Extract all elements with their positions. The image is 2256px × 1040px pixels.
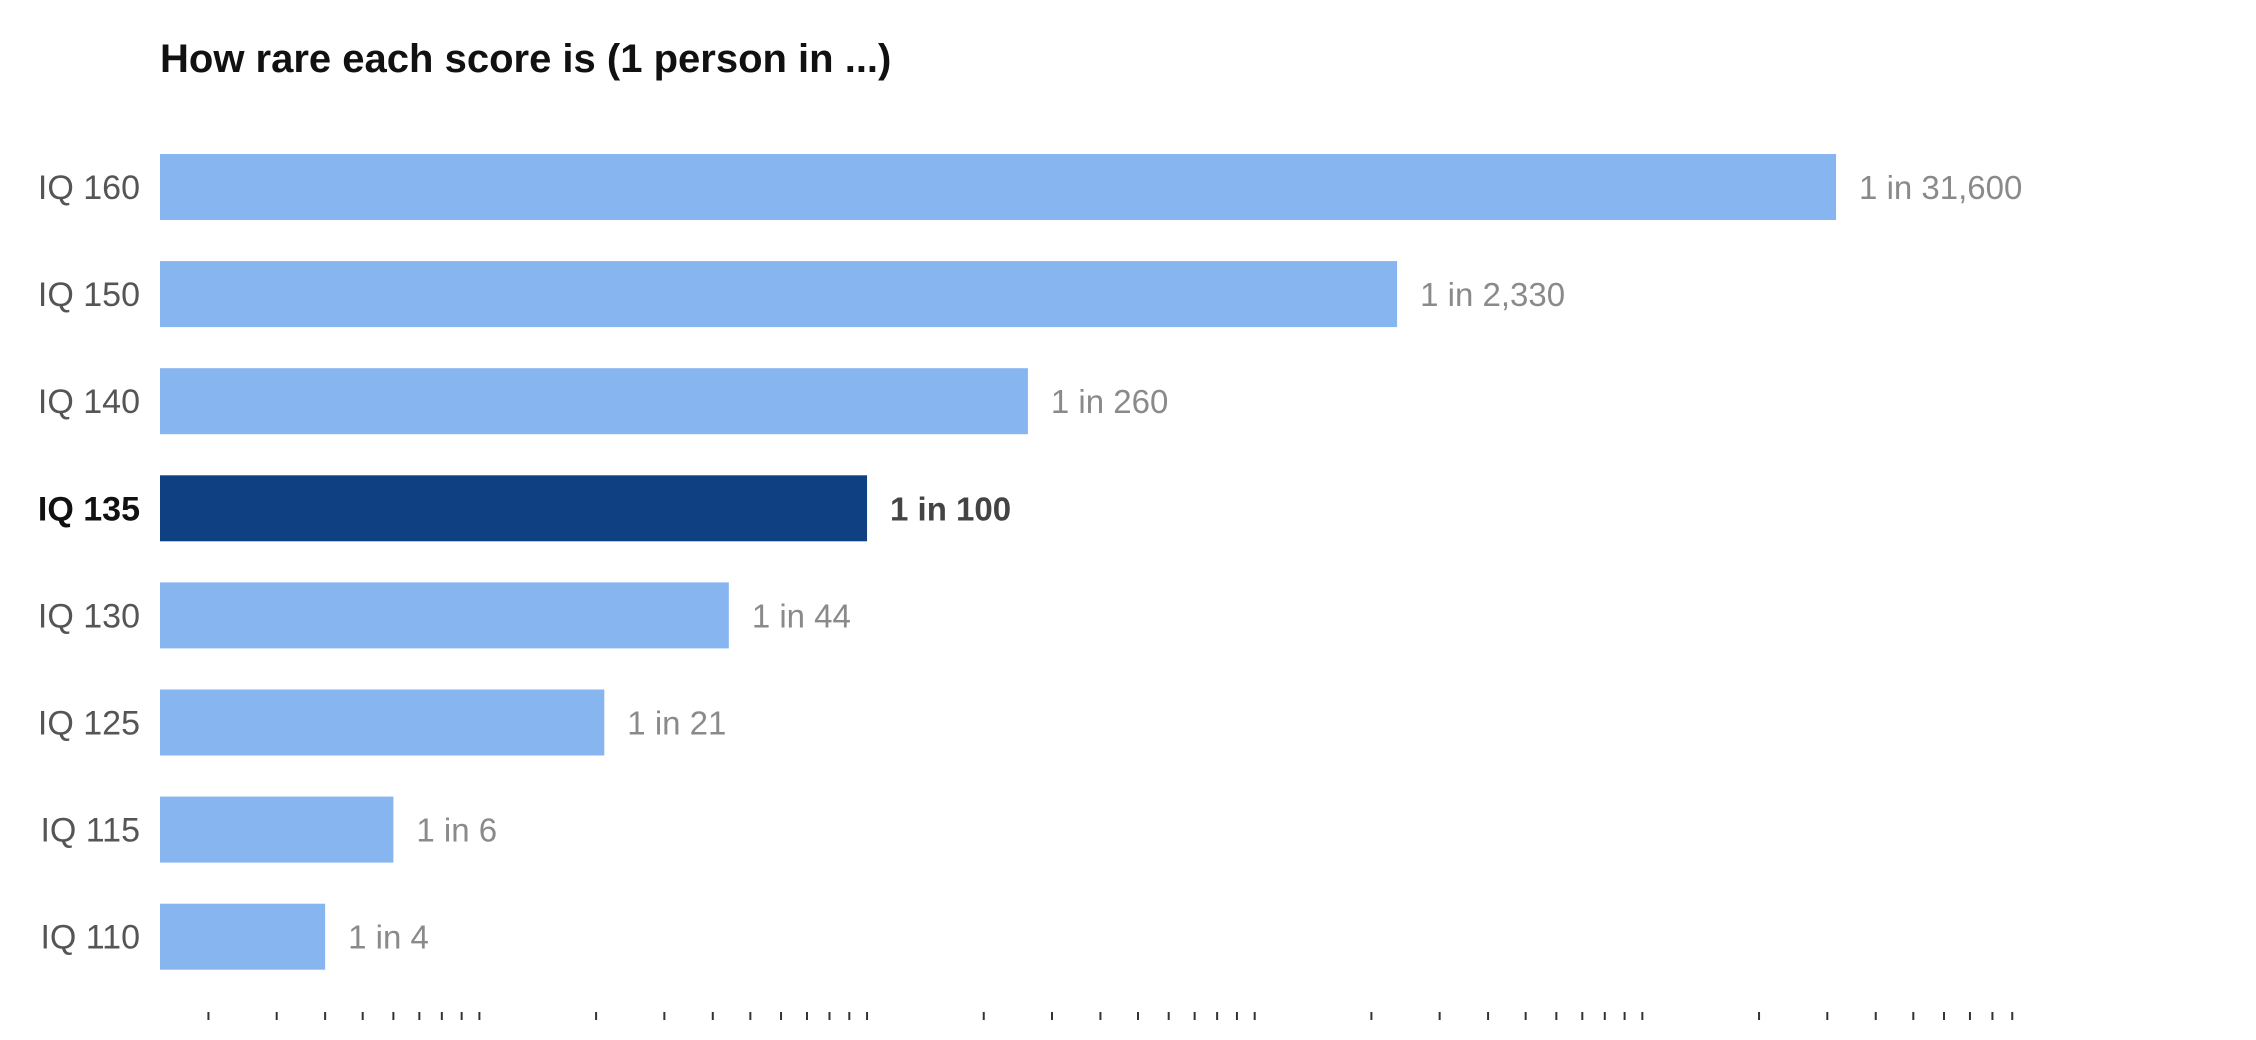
data-label: 1 in 44 xyxy=(752,597,851,634)
data-label: 1 in 21 xyxy=(627,705,726,742)
category-label: IQ 150 xyxy=(38,276,140,314)
category-label: IQ 125 xyxy=(38,705,140,743)
category-label: IQ 115 xyxy=(40,812,140,850)
category-label: IQ 130 xyxy=(38,597,140,635)
bar-iq-130 xyxy=(160,582,729,649)
data-label: 1 in 4 xyxy=(348,919,429,956)
data-label: 1 in 31,600 xyxy=(1859,169,2022,206)
chart-title: How rare each score is (1 person in ...) xyxy=(160,37,891,81)
bar-iq-160 xyxy=(160,154,1837,220)
bar-iq-125 xyxy=(160,689,605,756)
category-label: IQ 160 xyxy=(38,169,140,207)
data-label: 1 in 6 xyxy=(416,812,497,849)
category-label: IQ 110 xyxy=(40,919,140,957)
bar-iq-110 xyxy=(160,903,326,970)
bar-iq-115 xyxy=(160,796,394,863)
bar-iq-150 xyxy=(160,261,1398,328)
axis-ticks-group xyxy=(207,1012,2014,1020)
category-label: IQ 135 xyxy=(38,490,140,528)
data-label: 1 in 2,330 xyxy=(1420,276,1565,313)
bar-iq-135 xyxy=(160,475,868,542)
bar-iq-140 xyxy=(160,368,1028,435)
data-label: 1 in 260 xyxy=(1051,383,1168,420)
category-label: IQ 140 xyxy=(38,383,140,421)
data-label: 1 in 100 xyxy=(890,490,1011,527)
bars-group: IQ 160 1 in 31,600 IQ 150 1 in 2,330 IQ 140 1… xyxy=(38,154,2022,970)
